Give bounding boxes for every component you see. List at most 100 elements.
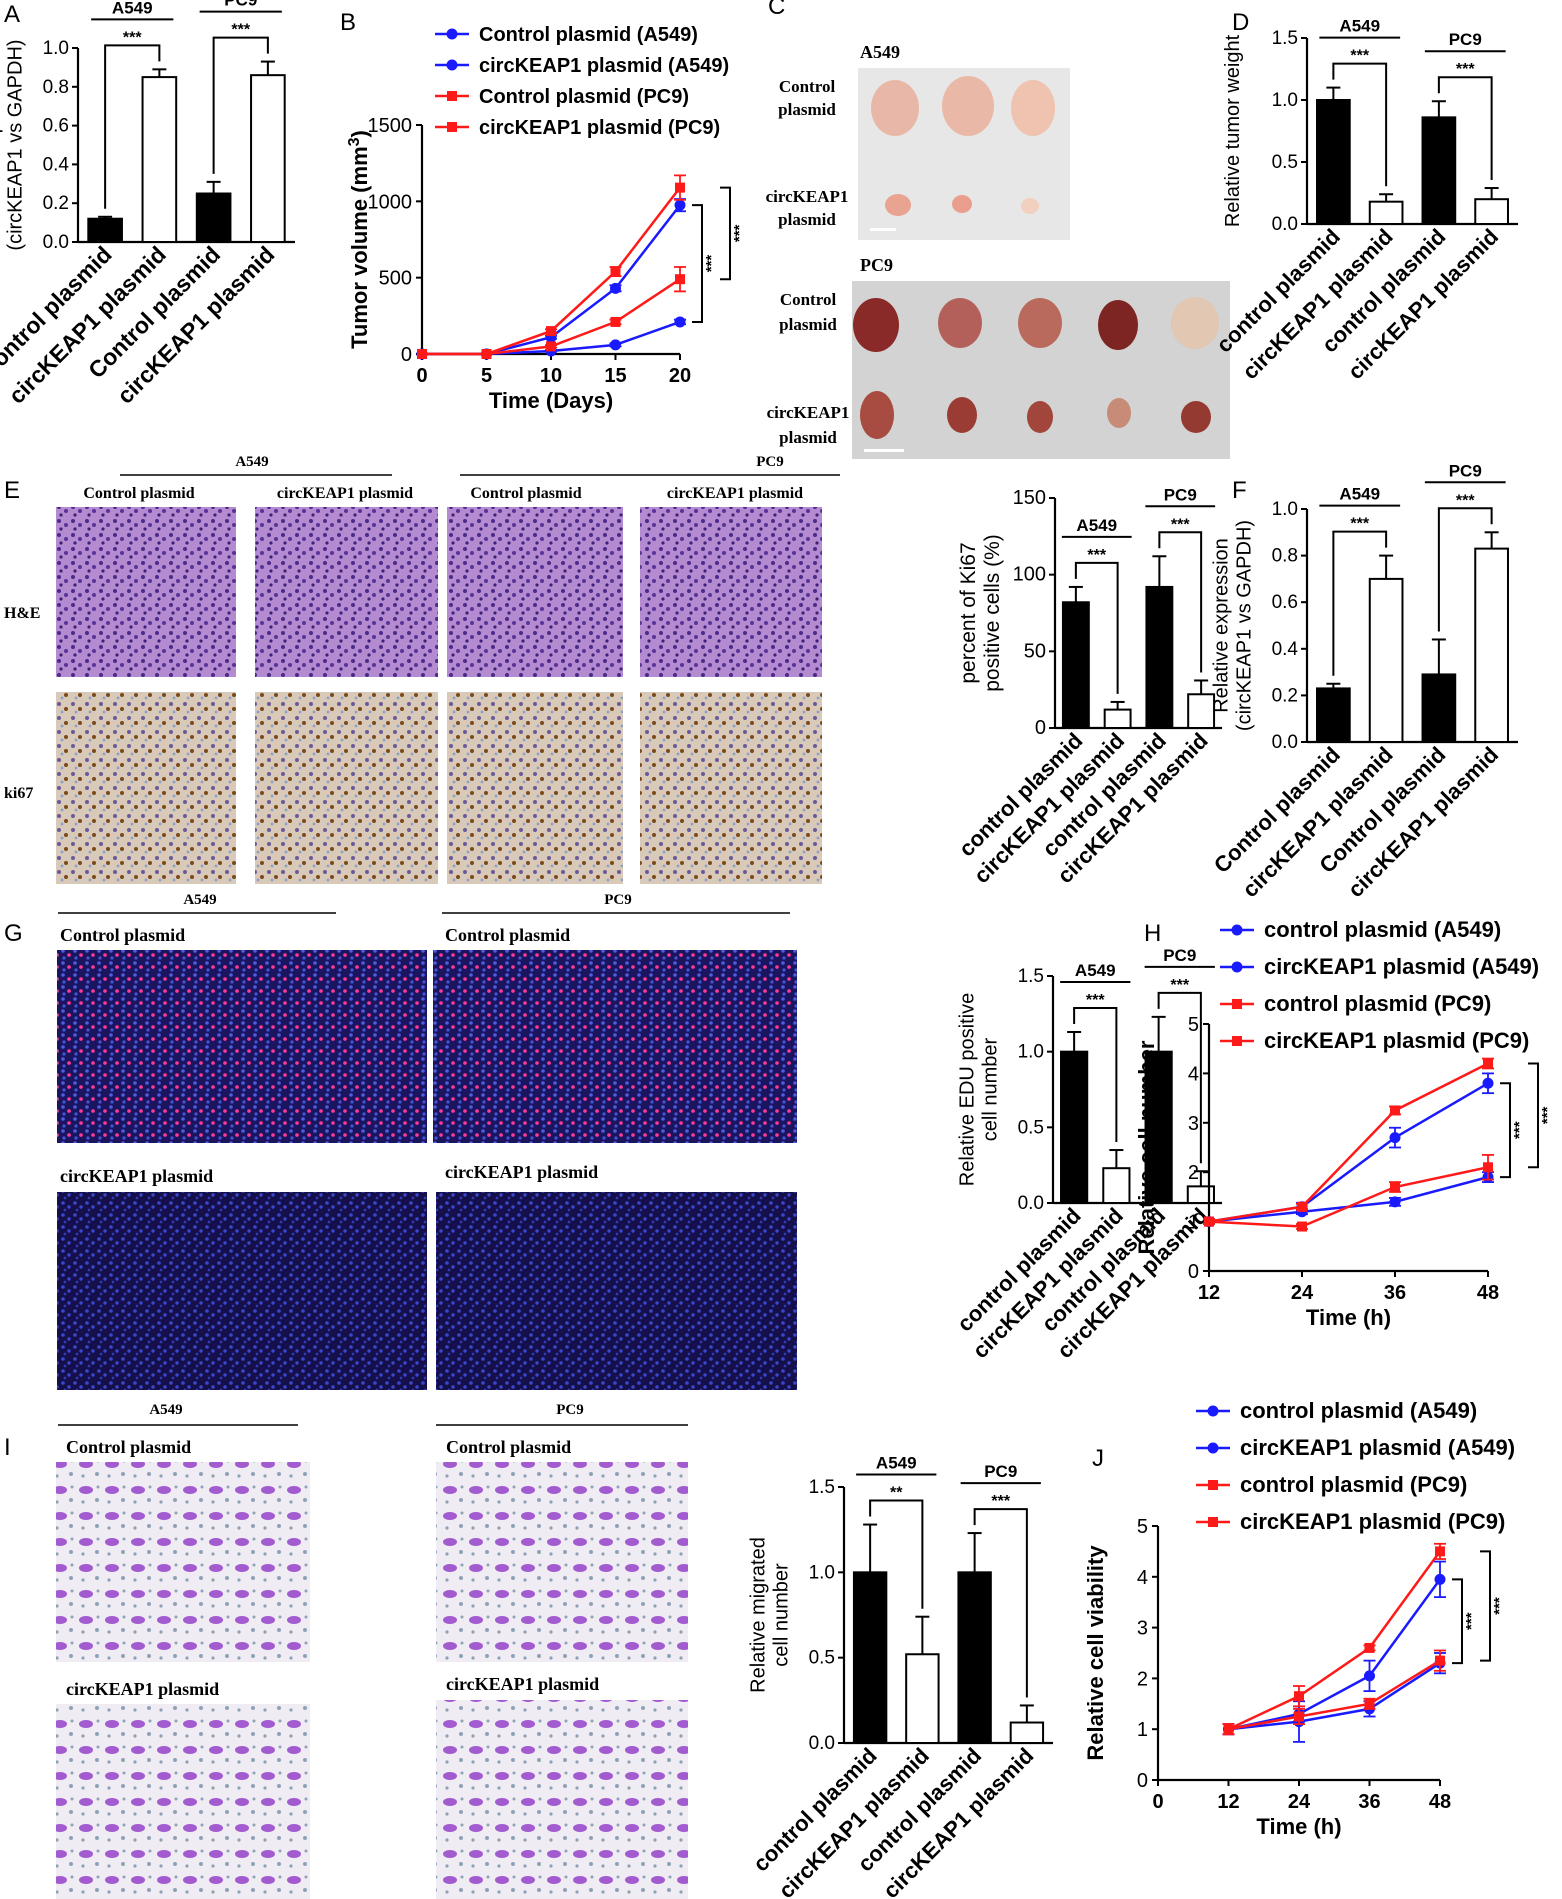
edu-image-pc9-circ [436, 1192, 797, 1390]
panel-j-legend-label: control plasmid (PC9) [1240, 1472, 1467, 1497]
panel-j-significance-stars: *** [1491, 1597, 1508, 1615]
panel-letter-e: E [4, 477, 20, 504]
panel-a-y-tick-label: 1.0 [43, 38, 69, 59]
panel-a-bar [250, 74, 286, 243]
chart-b: 0 500 1000 1500 0 5 10 15 20 Time (Days) Tumor vol… [346, 24, 749, 413]
panel-e-bar [1103, 708, 1132, 729]
panel-letter-f: F [1232, 477, 1247, 504]
panel-c-photos: C A549 Control plasmid circKEAP1 plasmid… [766, 0, 1230, 459]
panel-b-y-tick-label: 500 [379, 268, 412, 290]
panel-g-y-axis-label: cell number [980, 1037, 1002, 1141]
panel-f-bar [1421, 673, 1457, 743]
panel-j-series-line [1228, 1662, 1441, 1731]
panel-j-point [1434, 1573, 1446, 1585]
panel-letter-b: B [340, 9, 356, 36]
panel-j-series-line [1227, 1550, 1442, 1731]
panel-c-control-label-1: Control [779, 77, 836, 96]
panel-g-y-tick-label: 1.0 [1018, 1042, 1044, 1063]
panel-h-y-tick-label: 3 [1188, 1113, 1199, 1135]
panel-f-group-label: A549 [1339, 485, 1380, 504]
panel-f-group-label: PC9 [1449, 461, 1482, 480]
panel-b-point [674, 316, 686, 328]
panel-e-group-label: PC9 [1164, 485, 1197, 504]
panel-g-bottom-label-2: circKEAP1 plasmid [445, 1162, 598, 1182]
panel-d-bar [1368, 200, 1404, 225]
panel-letter-h: H [1144, 920, 1161, 947]
panel-j-point [1435, 1546, 1445, 1557]
panel-g-significance-bracket [1073, 1006, 1118, 1143]
he-image-a549-control [56, 507, 236, 677]
edu-image-pc9-control [433, 950, 797, 1143]
panel-e-col-label-2: circKEAP1 plasmid [277, 485, 413, 502]
panel-g-top-label-2: Control plasmid [445, 925, 570, 945]
panel-h-significance-stars: *** [1539, 1106, 1556, 1124]
panel-d-y-tick-label: 1.0 [1272, 90, 1298, 111]
panel-i-bar [957, 1571, 992, 1745]
panel-j-point [1294, 1711, 1304, 1722]
panel-a-y-tick-label: 0.4 [43, 154, 70, 175]
panel-b-x-axis-label: Time (Days) [489, 388, 613, 413]
panel-e-bar [1061, 601, 1090, 729]
panel-j-point [1364, 1670, 1375, 1682]
panel-b-significance-stars: *** [731, 224, 748, 242]
panel-c-control-label-2: plasmid [778, 100, 836, 119]
panel-f-y-tick-label: 1.0 [1272, 499, 1298, 520]
panel-d-significance-bracket [1437, 76, 1493, 181]
panel-b-y-tick-label: 0 [401, 344, 412, 366]
panel-b-point [674, 199, 686, 211]
panel-e-significance-bracket [1158, 531, 1203, 673]
panel-g-top-label-1: Control plasmid [60, 925, 185, 945]
panel-j-y-axis-label: Relative cell viability [1083, 1545, 1108, 1761]
panel-b-point [675, 182, 685, 193]
panel-f-y-tick-label: 0.6 [1272, 592, 1298, 613]
panel-h-point [1483, 1162, 1493, 1173]
panel-j-significance-bracket [1480, 1550, 1491, 1662]
panel-h-significance-stars: *** [1511, 1121, 1528, 1139]
panel-g-significance-stars: *** [1086, 992, 1105, 1009]
panel-j-x-tick-label: 48 [1429, 1791, 1451, 1813]
panel-b-point [417, 349, 427, 359]
panel-c-circ-label-1: circKEAP1 [766, 187, 849, 206]
panel-f-y-tick-label: 0.0 [1272, 732, 1298, 753]
panel-e-row-label-he: H&E [4, 605, 40, 622]
panel-b-point [610, 282, 621, 294]
panel-j-legend-label: circKEAP1 plasmid (A549) [1240, 1435, 1515, 1460]
panel-b-point [481, 349, 492, 359]
panel-e-y-tick-label: 100 [1013, 564, 1046, 586]
panel-c-pc9-control-label-2: plasmid [779, 315, 837, 334]
panel-b-y-tick-label: 1000 [368, 191, 413, 213]
he-image-a549-circ [255, 507, 438, 677]
panel-b-point [610, 316, 621, 327]
panel-b-x-tick-label: 5 [481, 365, 492, 387]
panel-b-point [446, 59, 458, 71]
panel-g-y-tick-label: 0.5 [1018, 1117, 1044, 1138]
panel-g-micrographs: G A549 PC9 Control plasmid Control plasm… [4, 892, 797, 1390]
panel-a-y-tick-label: 0.6 [43, 116, 69, 137]
panel-b-significance-bracket [720, 186, 731, 281]
migration-image-a549-control [56, 1462, 310, 1662]
panel-h-point [1482, 1077, 1494, 1089]
panel-d-group-label: A549 [1339, 17, 1380, 36]
panel-h-point [1483, 1058, 1493, 1069]
panel-h-legend-label: control plasmid (A549) [1264, 917, 1501, 942]
panel-f-significance-stars: *** [1350, 516, 1369, 533]
ki67-image-a549-control [56, 692, 236, 884]
panel-h-series-line [1208, 1166, 1489, 1228]
chart-e: 0 50 100 150 percent of Ki67 positive cells (… [954, 485, 1222, 888]
panel-f-bar [1316, 687, 1351, 743]
panel-j-point [1207, 1442, 1219, 1454]
panel-a-group-label: PC9 [224, 0, 257, 10]
panel-c-pc9-control-label-1: Control [780, 290, 837, 309]
panel-f-bar [1474, 547, 1509, 743]
panel-a-group-label: A549 [112, 0, 153, 17]
panel-j-significance-stars: *** [1463, 1612, 1480, 1630]
ki67-image-pc9-circ [640, 692, 822, 884]
panel-i-bottom-label-2: circKEAP1 plasmid [446, 1674, 599, 1694]
panel-h-x-tick-label: 48 [1477, 1282, 1499, 1304]
panel-i-bar [852, 1571, 888, 1745]
panel-g-bottom-label-1: circKEAP1 plasmid [60, 1166, 213, 1186]
panel-letter-g: G [4, 920, 23, 947]
panel-i-y-axis-label: cell number [771, 1563, 793, 1667]
